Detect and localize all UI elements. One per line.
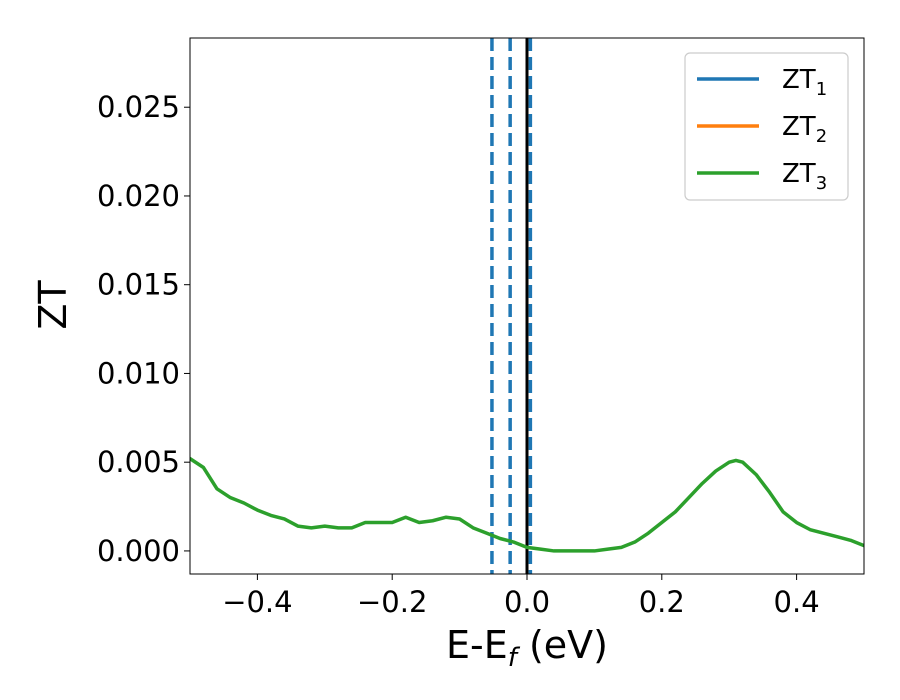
x-tick-label: −0.4 xyxy=(222,585,292,619)
x-tick-label: 0.2 xyxy=(639,585,685,619)
legend-label-1: ZT1 xyxy=(782,65,827,100)
x-axis: −0.4 −0.2 0.0 0.2 0.4 xyxy=(222,574,820,619)
y-tick-label: 0.005 xyxy=(97,445,180,479)
x-tick-label: 0.4 xyxy=(774,585,820,619)
y-axis: 0.000 0.005 0.010 0.015 0.020 0.025 xyxy=(97,90,190,568)
series-lines xyxy=(190,456,864,553)
y-tick-label: 0.020 xyxy=(97,179,180,213)
legend-box xyxy=(684,52,849,201)
series-line-3 xyxy=(190,456,864,553)
y-tick-label: 0.025 xyxy=(97,90,180,124)
legend-label-3: ZT3 xyxy=(782,159,827,194)
vertical-lines xyxy=(490,38,533,574)
x-axis-title: E-Ef (eV) xyxy=(446,623,608,673)
legend-label-2: ZT2 xyxy=(782,112,827,147)
legend: ZT1 ZT2 ZT3 xyxy=(684,52,849,201)
y-tick-label: 0.010 xyxy=(97,356,180,390)
x-tick-label: 0.0 xyxy=(504,585,550,619)
x-tick-label: −0.2 xyxy=(357,585,427,619)
y-tick-label: 0.000 xyxy=(97,534,180,568)
y-axis-title: ZT xyxy=(31,280,75,330)
y-tick-label: 0.015 xyxy=(97,268,180,302)
